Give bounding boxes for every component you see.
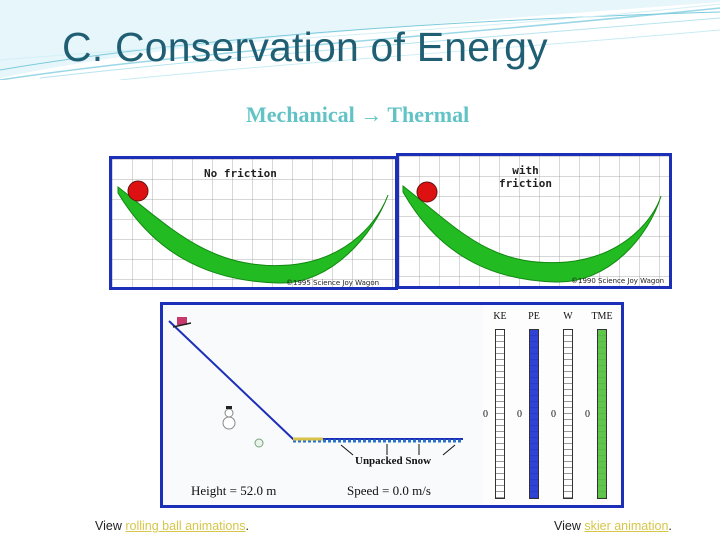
- energy-bars: KE 0 PE 0 W 0 TME 0: [481, 305, 621, 505]
- friction-label: with friction: [499, 164, 552, 190]
- bar-ke-label: KE: [493, 311, 507, 322]
- bar-pe-gauge: [529, 329, 539, 499]
- ball-icon: [127, 180, 149, 202]
- rolling-ball-link[interactable]: rolling ball animations: [125, 519, 246, 533]
- skier-animation-link[interactable]: skier animation: [584, 519, 669, 533]
- bar-tme-label: TME: [591, 311, 613, 322]
- footer-right-prefix: View: [554, 519, 585, 533]
- no-friction-copyright: ©1995 Science Joy Wagon: [286, 279, 380, 287]
- no-friction-bowl: [117, 180, 389, 284]
- slide-title: C. Conservation of Energy: [62, 24, 548, 70]
- bar-pe-zero: 0: [517, 409, 522, 420]
- bar-w-zero: 0: [551, 409, 556, 420]
- skier-icon: [172, 317, 192, 328]
- bar-w-label: W: [563, 311, 573, 322]
- height-readout: Height = 52.0 m: [191, 483, 277, 498]
- bar-ke-gauge: [495, 329, 505, 499]
- bar-tme-zero: 0: [585, 409, 590, 420]
- footer-right-suffix: .: [668, 519, 672, 533]
- skier-panel: Unpacked Snow Height = 52.0 m Speed = 0.…: [160, 302, 624, 508]
- slide-subtitle: Mechanical → Thermal: [246, 102, 470, 127]
- snow-arrows: [340, 444, 456, 456]
- ski-slope: [163, 305, 483, 505]
- footer-left: View rolling ball animations.: [95, 519, 249, 533]
- friction-panel: with friction ©1990 Science Joy Wagon: [396, 153, 672, 289]
- bar-pe-label: PE: [528, 311, 540, 322]
- tree-icon: [254, 438, 264, 448]
- footer-right: View skier animation.: [554, 519, 672, 533]
- snowman-icon: [222, 406, 236, 430]
- speed-readout: Speed = 0.0 m/s: [347, 483, 431, 498]
- header-swoosh-decoration: [0, 0, 720, 80]
- footer-left-suffix: .: [245, 519, 250, 533]
- bar-w-gauge: [563, 329, 573, 499]
- ball-icon: [416, 181, 438, 203]
- friction-copyright: ©1990 Science Joy Wagon: [571, 277, 665, 285]
- bar-tme-gauge: [597, 329, 607, 499]
- footer-left-prefix: View: [95, 519, 126, 533]
- no-friction-panel: No friction ©1995 Science Joy Wagon: [109, 156, 398, 290]
- bar-ke-zero: 0: [483, 409, 488, 420]
- snow-label: Unpacked Snow: [355, 455, 432, 467]
- no-friction-label: No friction: [204, 167, 277, 180]
- friction-bowl: [402, 181, 662, 283]
